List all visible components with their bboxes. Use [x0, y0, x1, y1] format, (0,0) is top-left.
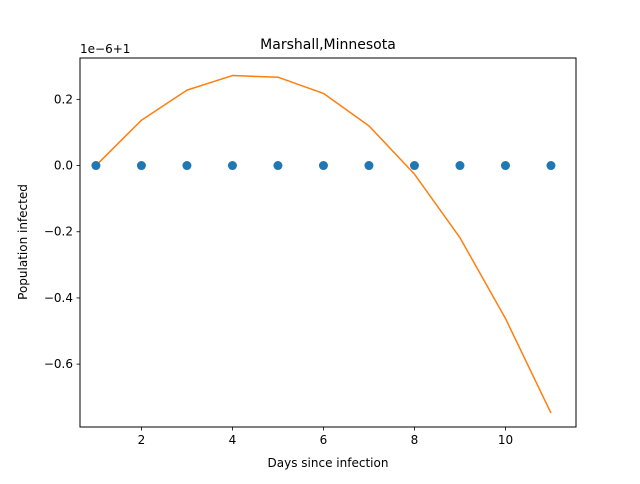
data-point — [364, 161, 374, 171]
axes-frame — [79, 57, 577, 428]
y-axis-label: Population infected — [16, 184, 30, 300]
plot-area — [91, 74, 556, 414]
data-point — [409, 161, 419, 171]
data-point — [318, 161, 328, 171]
x-tick-label: 4 — [229, 433, 237, 447]
data-point — [546, 161, 556, 171]
data-point — [273, 161, 283, 171]
data-point — [91, 161, 101, 171]
x-tick-label: 10 — [498, 433, 513, 447]
y-tick-label: −0.2 — [44, 225, 73, 239]
x-axis-label: Days since infection — [268, 456, 389, 470]
y-tick-label: 0.0 — [54, 159, 73, 173]
chart-title: Marshall,Minnesota — [260, 37, 396, 53]
offset-text: 1e−6+1 — [80, 42, 130, 56]
data-point — [227, 161, 237, 171]
y-tick-label: 0.2 — [54, 92, 73, 106]
x-tick-label: 8 — [411, 433, 419, 447]
x-axis-ticks: 2 4 6 8 10 — [138, 427, 513, 447]
data-point — [136, 161, 146, 171]
x-tick-label: 6 — [320, 433, 328, 447]
data-point — [500, 161, 510, 171]
data-point — [182, 161, 192, 171]
y-tick-label: −0.6 — [44, 357, 73, 371]
x-tick-label: 2 — [138, 433, 146, 447]
y-axis-ticks: −0.6 −0.4 −0.2 0.0 0.2 — [44, 92, 80, 371]
y-tick-label: −0.4 — [44, 291, 73, 305]
data-point — [455, 161, 465, 171]
fit-line-series-1 — [95, 74, 552, 414]
